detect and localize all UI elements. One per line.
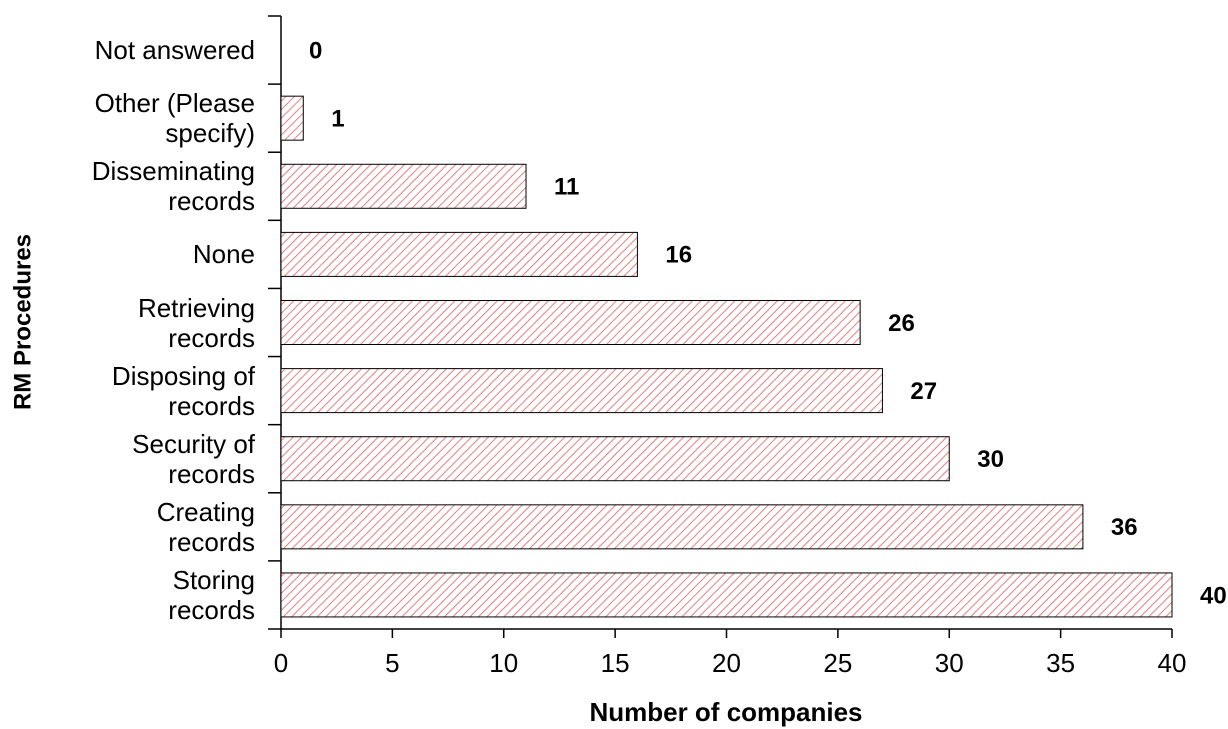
- value-label: 26: [888, 310, 915, 337]
- bar: [280, 163, 527, 209]
- bar: [280, 231, 638, 277]
- y-tick-label: Other (Please specify): [94, 88, 255, 149]
- value-label: 40: [1200, 582, 1227, 609]
- value-label: 1: [331, 106, 344, 133]
- y-tick-label: None: [192, 239, 255, 270]
- bar: [280, 504, 1084, 550]
- y-tick-label: Not answered: [94, 35, 255, 66]
- x-tick-label: 10: [489, 648, 518, 678]
- y-tick-label: Disposing of records: [111, 360, 255, 421]
- x-tick-label: 25: [823, 648, 852, 678]
- y-tick-label: Retrieving records: [137, 292, 255, 353]
- x-axis-title: Number of companies: [589, 697, 862, 727]
- value-label: 0: [309, 37, 322, 64]
- bar: [280, 95, 304, 141]
- x-tick-label: 15: [601, 648, 630, 678]
- x-tick-label: 40: [1158, 648, 1187, 678]
- value-label: 16: [665, 242, 692, 269]
- x-tick-label: 5: [385, 648, 399, 678]
- x-tick-label: 0: [274, 648, 288, 678]
- y-tick-label: Storing records: [168, 564, 255, 625]
- value-label: 27: [910, 378, 937, 405]
- x-tick-label: 30: [935, 648, 964, 678]
- value-label: 11: [554, 174, 579, 201]
- bar: [280, 300, 861, 345]
- value-label: 36: [1111, 514, 1138, 541]
- x-tick-label: 20: [712, 648, 741, 678]
- bar: [280, 368, 883, 414]
- y-axis-title: RM Procedures: [9, 234, 36, 410]
- bar: [280, 572, 1173, 618]
- y-tick-label: Disseminating records: [91, 156, 255, 217]
- bar: [280, 436, 950, 482]
- y-tick-label: Security of records: [132, 428, 255, 489]
- value-label: 30: [977, 446, 1004, 473]
- y-tick-label: Creating records: [156, 496, 255, 557]
- x-tick-label: 35: [1046, 648, 1075, 678]
